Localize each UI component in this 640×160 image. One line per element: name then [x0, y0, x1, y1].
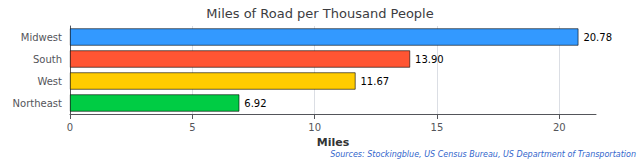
svg-text:West: West [37, 76, 62, 87]
svg-text:10: 10 [308, 122, 321, 133]
svg-text:11.67: 11.67 [361, 76, 390, 87]
svg-text:13.90: 13.90 [415, 54, 444, 65]
svg-text:Sources: Stockingblue, US Cens: Sources: Stockingblue, US Census Bureau,… [330, 150, 636, 159]
svg-text:Miles of Road per Thousand Peo: Miles of Road per Thousand People [206, 6, 433, 21]
svg-text:20: 20 [553, 122, 566, 133]
svg-text:0: 0 [67, 122, 73, 133]
svg-text:6.92: 6.92 [244, 98, 266, 109]
svg-text:Northeast: Northeast [13, 98, 62, 109]
svg-text:Miles: Miles [317, 136, 350, 149]
svg-text:20.78: 20.78 [583, 32, 612, 43]
svg-text:Midwest: Midwest [21, 32, 62, 43]
svg-text:15: 15 [431, 122, 444, 133]
svg-text:South: South [33, 54, 62, 65]
svg-text:5: 5 [189, 122, 195, 133]
